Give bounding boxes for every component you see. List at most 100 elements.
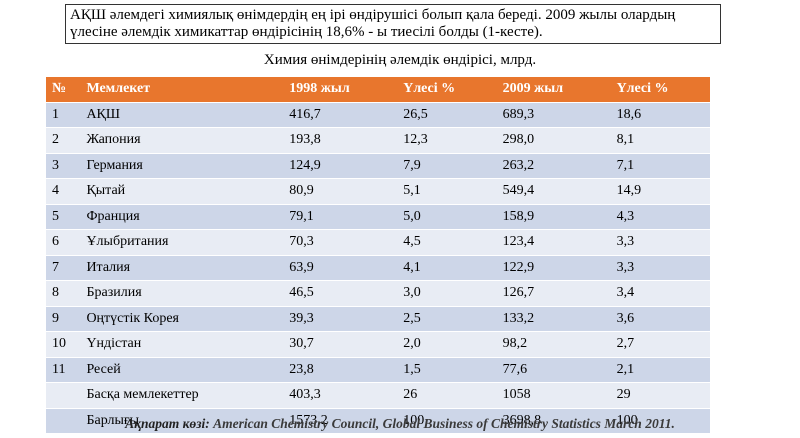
value-cell: 2,5 (397, 306, 497, 332)
source-line: Ақпарат көзі: American Chemistry Council… (0, 416, 800, 432)
value-cell: 7,1 (610, 153, 710, 179)
value-cell: 1573,2 (283, 408, 398, 434)
value-cell: 416,7 (283, 102, 398, 128)
value-cell: 126,7 (496, 280, 611, 307)
value-cell: 77,6 (496, 357, 611, 383)
value-cell: 3,4 (610, 280, 710, 307)
value-cell: 123,4 (496, 229, 611, 256)
header-cell: Мемлекет (80, 77, 284, 103)
table-row: 4 Қытай 80,9 5,1 549,4 14,9 (46, 178, 710, 205)
row-number: 5 (46, 204, 81, 230)
table-row: 3 Германия 124,9 7,9 263,2 7,1 (46, 153, 710, 179)
table-row: 11 Ресей 23,8 1,5 77,6 2,1 (46, 357, 710, 383)
value-cell: 4,5 (397, 229, 497, 256)
country-cell: Жапония (80, 127, 284, 154)
table-row: 1 АҚШ 416,7 26,5 689,3 18,6 (46, 102, 710, 128)
table-row: 6 Ұлыбритания 70,3 4,5 123,4 3,3 (46, 229, 710, 256)
value-cell: 80,9 (283, 178, 398, 205)
value-cell: 2,0 (397, 331, 497, 358)
value-cell: 403,3 (283, 382, 398, 409)
value-cell: 98,2 (496, 331, 611, 358)
country-cell: Германия (80, 153, 284, 179)
value-cell: 100 (610, 408, 710, 434)
value-cell: 298,0 (496, 127, 611, 154)
value-cell: 4,1 (397, 255, 497, 281)
table-row: 2 Жапония 193,8 12,3 298,0 8,1 (46, 127, 710, 154)
intro-text: АҚШ әлемдегі химиялық өнімдердің ең ірі … (65, 4, 721, 44)
value-cell: 29 (610, 382, 710, 409)
value-cell: 12,3 (397, 127, 497, 154)
value-cell: 689,3 (496, 102, 611, 128)
source-text: American Chemistry Council, Global Busin… (213, 416, 675, 431)
value-cell: 7,9 (397, 153, 497, 179)
country-cell: Ресей (80, 357, 284, 383)
country-cell: Қытай (80, 178, 284, 205)
value-cell: 39,3 (283, 306, 398, 332)
value-cell: 4,3 (610, 204, 710, 230)
row-number (46, 408, 81, 434)
value-cell: 26,5 (397, 102, 497, 128)
header-cell: Үлесі % (610, 77, 710, 103)
value-cell: 63,9 (283, 255, 398, 281)
row-number: 6 (46, 229, 81, 256)
value-cell: 100 (397, 408, 497, 434)
value-cell: 5,1 (397, 178, 497, 205)
value-cell: 3,6 (610, 306, 710, 332)
country-cell: Бразилия (80, 280, 284, 307)
row-number: 11 (46, 357, 81, 383)
value-cell: 3,3 (610, 255, 710, 281)
row-number: 9 (46, 306, 81, 332)
value-cell: 193,8 (283, 127, 398, 154)
row-number: 7 (46, 255, 81, 281)
value-cell: 3,0 (397, 280, 497, 307)
table-row: Басқа мемлекеттер 403,3 26 1058 29 (46, 382, 710, 409)
row-number: 3 (46, 153, 81, 179)
country-cell: Италия (80, 255, 284, 281)
row-number: 10 (46, 331, 81, 358)
country-cell: АҚШ (80, 102, 284, 128)
row-number (46, 382, 81, 409)
table-body: 1 АҚШ 416,7 26,5 689,3 18,6 2 Жапония 193,8 12,3 2… (46, 102, 710, 434)
table-row: 10 Үндістан 30,7 2,0 98,2 2,7 (46, 331, 710, 358)
row-number: 1 (46, 102, 81, 128)
value-cell: 18,6 (610, 102, 710, 128)
header-cell: 1998 жыл (283, 77, 398, 103)
row-number: 2 (46, 127, 81, 154)
country-cell: Барлығы (80, 408, 284, 434)
value-cell: 14,9 (610, 178, 710, 205)
value-cell: 23,8 (283, 357, 398, 383)
value-cell: 2,7 (610, 331, 710, 358)
header-row: № Мемлекет 1998 жыл Үлесі % 2009 жыл Үлесі % (46, 77, 710, 103)
country-cell: Франция (80, 204, 284, 230)
value-cell: 30,7 (283, 331, 398, 358)
header-cell: 2009 жыл (496, 77, 611, 103)
value-cell: 1058 (496, 382, 611, 409)
country-cell: Ұлыбритания (80, 229, 284, 256)
value-cell: 122,9 (496, 255, 611, 281)
value-cell: 8,1 (610, 127, 710, 154)
value-cell: 1,5 (397, 357, 497, 383)
row-number: 4 (46, 178, 81, 205)
value-cell: 46,5 (283, 280, 398, 307)
country-cell: Басқа мемлекеттер (80, 382, 284, 409)
table-caption: Химия өнімдерінің әлемдік өндірісі, млрд… (263, 52, 537, 68)
value-cell: 263,2 (496, 153, 611, 179)
source-label: Ақпарат көзі: (125, 416, 210, 431)
value-cell: 549,4 (496, 178, 611, 205)
value-cell: 5,0 (397, 204, 497, 230)
value-cell: 70,3 (283, 229, 398, 256)
table-row: 9 Оңтүстік Корея 39,3 2,5 133,2 3,6 (46, 306, 710, 332)
value-cell: 124,9 (283, 153, 398, 179)
value-cell: 3698,8 (496, 408, 611, 434)
value-cell: 133,2 (496, 306, 611, 332)
country-cell: Оңтүстік Корея (80, 306, 284, 332)
header-cell: № (46, 77, 81, 103)
value-cell: 26 (397, 382, 497, 409)
production-table: № Мемлекет 1998 жыл Үлесі % 2009 жыл Үлесі % … (46, 77, 710, 434)
table-row: Барлығы 1573,2 100 3698,8 100 (46, 408, 710, 434)
header-cell: Үлесі % (397, 77, 497, 103)
table-row: 8 Бразилия 46,5 3,0 126,7 3,4 (46, 280, 710, 307)
value-cell: 79,1 (283, 204, 398, 230)
value-cell: 2,1 (610, 357, 710, 383)
